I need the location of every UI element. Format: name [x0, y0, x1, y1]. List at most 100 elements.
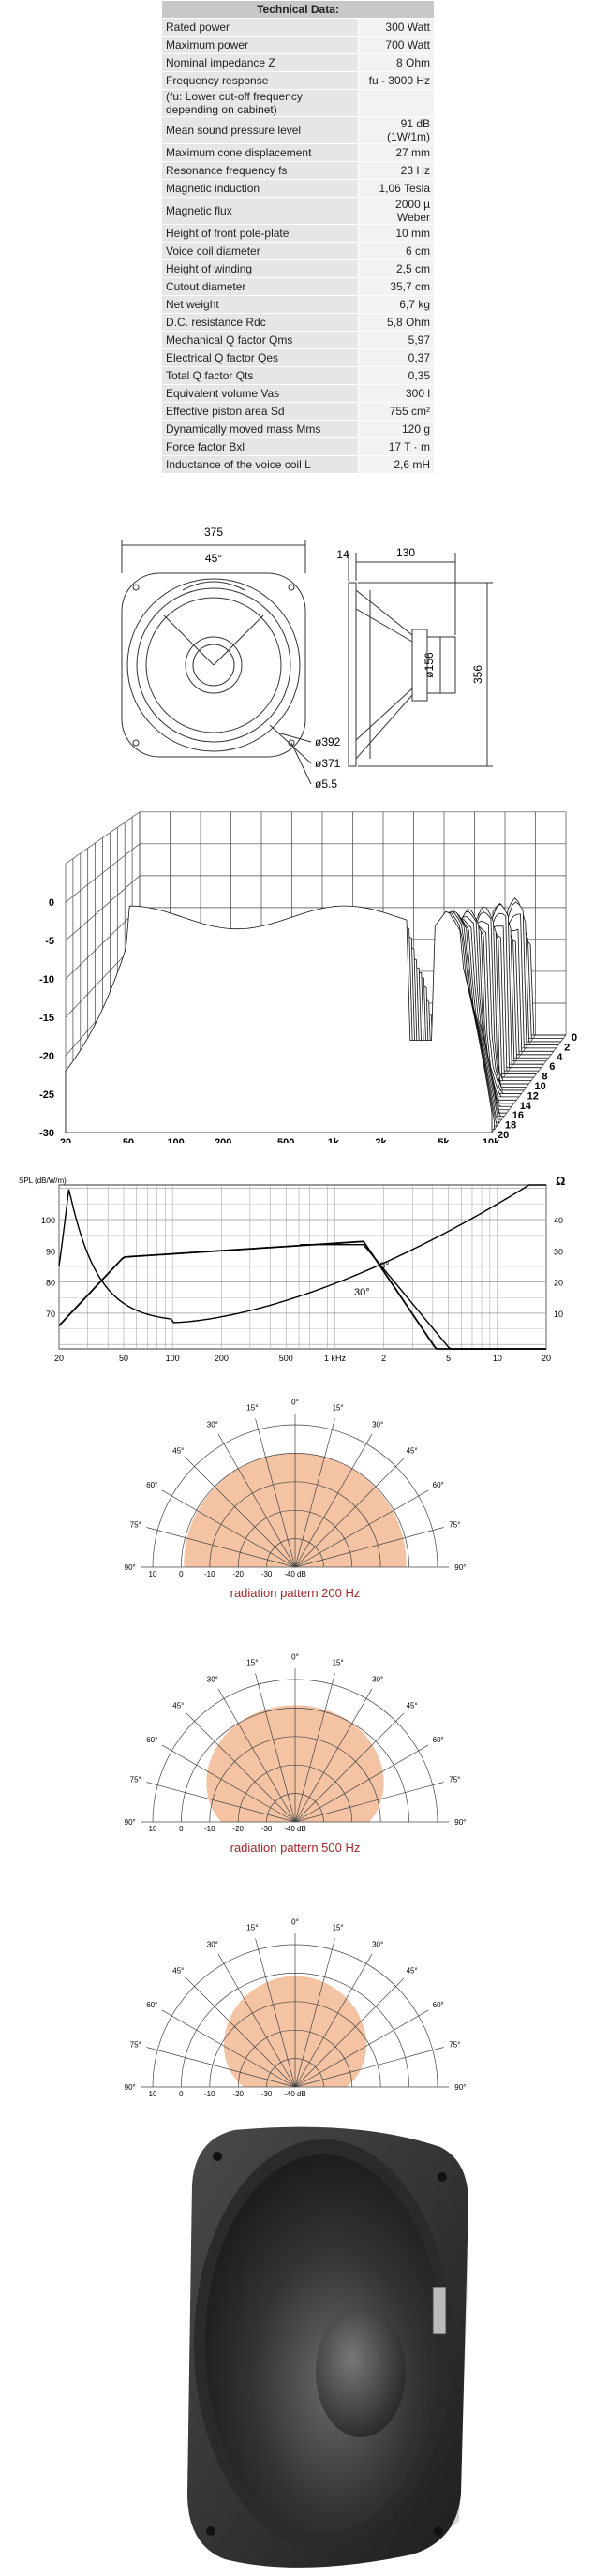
spec-row: Magnetic induction 1,06 Tesla — [162, 180, 434, 197]
polar-spoke — [217, 1953, 296, 2088]
y-left-tick-label: 80 — [46, 1279, 55, 1288]
polar-spoke — [294, 1458, 405, 1568]
spec-row: Inductance of the voice coil L 2,6 mH — [162, 456, 434, 473]
y-right-tick-label: 30 — [554, 1247, 563, 1256]
decay-curve — [65, 905, 493, 1133]
curve-label: 0° — [379, 1261, 390, 1272]
spec-body: Rated power 300 Watt Maximum power 700 Watt… — [162, 19, 434, 473]
screw-hole — [438, 2172, 447, 2182]
spec-value: 2,5 cm — [358, 260, 434, 277]
angle-label: 60° — [146, 2001, 157, 2009]
radial-label: 0 — [179, 1570, 184, 1578]
polar-spoke — [294, 1744, 429, 1823]
z-tick-label: 8 — [542, 1072, 547, 1083]
spec-row: Height of winding 2,5 cm — [162, 260, 434, 277]
x-tick-label: 20 — [542, 1354, 551, 1363]
angle-label: 90° — [125, 1818, 136, 1827]
spec-row: Resonance frequency fs 23 Hz — [162, 162, 434, 179]
spec-label: Resonance frequency fs — [162, 162, 358, 179]
radial-label: 0 — [179, 1825, 184, 1833]
angle-label: 30° — [207, 1940, 218, 1948]
y-tick-label: -25 — [39, 1089, 54, 1101]
angle-label: 45° — [172, 1701, 184, 1710]
x-tick-label: 50 — [119, 1354, 128, 1363]
dimension-label: 14 — [336, 548, 349, 561]
polar-spoke — [294, 1418, 335, 1568]
y-left-tick-label: 90 — [46, 1247, 55, 1256]
screw-hole — [206, 2526, 215, 2536]
angle-label: 15° — [333, 1659, 344, 1667]
spec-label: Mechanical Q factor Qms — [162, 332, 358, 348]
angle-label: 90° — [454, 1818, 466, 1827]
radial-label: 10 — [149, 1570, 157, 1578]
dimension-label: ø5.5 — [315, 777, 337, 791]
polar-spoke — [294, 1953, 373, 2088]
polar-spoke — [186, 1712, 296, 1823]
dust-cap-inner — [192, 644, 235, 687]
spec-value: 5,8 Ohm — [358, 314, 434, 331]
spec-label: Maximum cone displacement — [162, 144, 358, 161]
impedance — [58, 1184, 546, 1324]
angle-label: 60° — [433, 1481, 444, 1489]
radial-label: 10 — [149, 2090, 157, 2098]
angle-label: 30° — [372, 1940, 383, 1948]
polar-spoke — [294, 1489, 429, 1568]
z-tick-label: 20 — [498, 1130, 509, 1141]
radial-label: -30 — [261, 1825, 273, 1833]
radial-label: -10 — [204, 1825, 215, 1833]
x-tick-label: 10k — [483, 1137, 500, 1143]
z-tick-label: 10 — [535, 1081, 546, 1092]
basket — [355, 589, 413, 760]
dimension-label: 356 — [471, 665, 484, 684]
waterfall-curves — [65, 897, 566, 1133]
polar-spoke — [217, 1433, 296, 1568]
spec-value: 17 T · m — [358, 438, 434, 455]
angle-label: 0° — [291, 1399, 299, 1407]
angle-label: 60° — [433, 1736, 444, 1744]
terminal — [432, 2287, 447, 2335]
spec-row: Cutout diameter 35,7 cm — [162, 278, 434, 295]
angle-label: 45° — [407, 1446, 418, 1455]
polar-spoke — [217, 1688, 296, 1823]
polar-spoke — [255, 1418, 296, 1568]
polar-patterns: 90° 75° 60° 45° 30° 15° 0° 15° 30° 45° 60° 75° 90° 10… — [125, 1399, 467, 2108]
angle-label: 60° — [433, 2001, 444, 2009]
x-tick-label: 100 — [166, 1354, 180, 1363]
polar-spoke — [146, 1782, 296, 1823]
spec-value: 5,97 — [358, 332, 434, 348]
spec-row: Electrical Q factor Qes 0,37 — [162, 349, 434, 366]
speaker-photo — [187, 2126, 468, 2568]
z-tick-label: 12 — [527, 1090, 539, 1102]
x-tick-label: 1k — [328, 1137, 340, 1143]
spec-label: Voice coil diameter — [162, 243, 358, 259]
spec-label: Effective piston area Sd — [162, 403, 358, 420]
angle-label: 0° — [291, 1918, 299, 1927]
y-right-tick-label: 10 — [554, 1310, 563, 1319]
grid-line — [65, 811, 566, 865]
dimension-label: ø392 — [315, 735, 341, 748]
spec-value: 23 Hz — [358, 162, 434, 179]
spec-row: Frequency response fu - 3000 Hz — [162, 72, 434, 89]
x-tick-label: 1 kHz — [324, 1354, 347, 1363]
polar-spoke — [255, 1938, 296, 2088]
title-row: Technical Data: — [162, 1, 434, 18]
spec-value: 6 cm — [358, 243, 434, 259]
spec-row: (fu: Lower cut-off frequency depending o… — [162, 90, 434, 116]
spec-label: Frequency response — [162, 72, 358, 89]
dust-cap — [185, 636, 243, 694]
spec-row: Mechanical Q factor Qms 5,97 — [162, 332, 434, 348]
angle-label: 75° — [449, 2040, 460, 2049]
spec-label: Maximum power — [162, 37, 358, 53]
dimension-label: 130 — [396, 546, 415, 559]
spec-value: 6,7 kg — [358, 296, 434, 313]
angle-label: 15° — [333, 1924, 344, 1932]
spec-value: 300 l — [358, 385, 434, 402]
y-tick-label: -20 — [39, 1051, 54, 1062]
y-tick-label: -30 — [39, 1128, 54, 1139]
y-tick-label: -5 — [45, 936, 54, 947]
z-tick-label: 2 — [564, 1042, 570, 1053]
x-tick-label: 200 — [215, 1137, 231, 1143]
spec-row: Rated power 300 Watt — [162, 19, 434, 36]
spec-value: 300 Watt — [358, 19, 434, 36]
